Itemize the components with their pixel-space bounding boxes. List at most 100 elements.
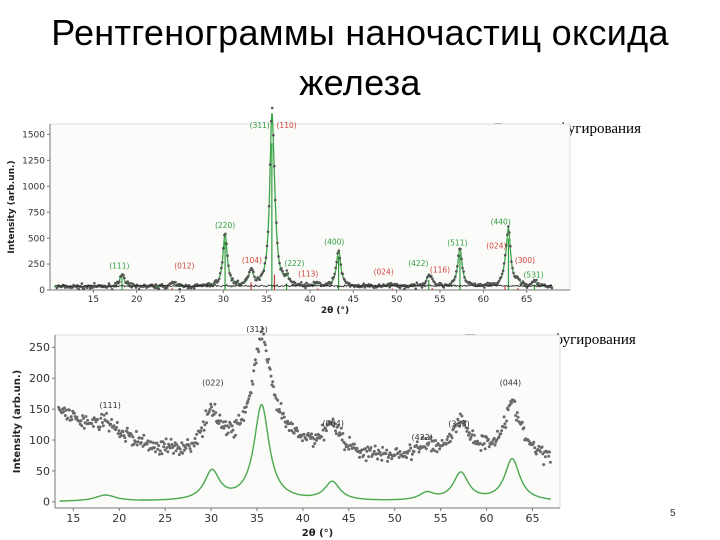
x-tick-label: 25	[158, 512, 172, 525]
peak-label: (311)	[246, 325, 268, 334]
data-point	[459, 247, 462, 251]
y-tick-label: 150	[29, 403, 50, 416]
data-point	[186, 438, 190, 442]
data-point	[116, 432, 120, 436]
data-point	[286, 419, 290, 423]
data-point	[339, 263, 343, 266]
x-tick-label: 55	[434, 512, 448, 525]
data-point	[107, 282, 111, 285]
data-point	[180, 441, 184, 445]
data-point	[481, 434, 485, 438]
data-point	[503, 422, 507, 426]
data-point	[533, 446, 537, 450]
data-point	[75, 415, 79, 419]
data-point	[301, 439, 304, 443]
data-point	[257, 350, 261, 354]
data-point	[115, 426, 118, 429]
data-point	[214, 411, 218, 415]
data-point	[82, 416, 85, 420]
data-point	[282, 415, 286, 419]
data-point	[515, 411, 519, 415]
data-point	[310, 432, 313, 436]
data-point	[334, 266, 338, 270]
data-point	[187, 444, 191, 448]
data-point	[263, 261, 267, 265]
x-tick-label: 35	[250, 512, 264, 525]
data-point	[470, 433, 474, 437]
data-point	[273, 394, 277, 397]
data-point	[516, 415, 520, 419]
data-point	[550, 286, 554, 290]
data-point	[320, 435, 323, 439]
data-point	[192, 286, 196, 290]
data-point	[412, 450, 416, 453]
data-point	[241, 410, 245, 413]
data-point	[415, 440, 419, 444]
data-point	[300, 281, 303, 284]
data-point	[172, 444, 176, 448]
data-point	[346, 445, 350, 448]
data-point	[207, 282, 211, 285]
x-tick-label: 20	[131, 295, 143, 305]
data-point	[124, 439, 128, 443]
data-point	[249, 391, 253, 395]
data-point	[217, 277, 221, 281]
data-point	[373, 444, 377, 448]
peak-label: (024)	[486, 242, 506, 251]
data-point	[409, 446, 413, 450]
x-tick-label: 30	[204, 512, 218, 525]
data-point	[268, 367, 272, 371]
data-point	[269, 374, 273, 378]
peak-label: (300)	[515, 256, 535, 265]
data-point	[222, 247, 225, 250]
data-point	[246, 399, 250, 403]
peak-label: (222)	[284, 259, 304, 268]
data-point	[456, 265, 459, 268]
data-point	[157, 444, 161, 448]
data-point	[312, 437, 316, 441]
data-point	[305, 438, 309, 442]
data-point	[134, 440, 137, 444]
data-point	[420, 286, 424, 289]
data-point	[469, 435, 473, 439]
peak-label: (110)	[277, 121, 297, 130]
data-point	[347, 447, 351, 451]
data-point	[407, 449, 411, 453]
data-point	[431, 277, 434, 281]
data-point	[96, 418, 99, 421]
data-point	[388, 285, 392, 289]
x-tick-label: 20	[112, 512, 126, 525]
data-point	[318, 281, 322, 285]
data-point	[506, 233, 509, 237]
data-point	[134, 430, 138, 433]
data-point	[253, 275, 256, 279]
data-point	[302, 432, 306, 436]
data-point	[97, 428, 101, 432]
data-point	[166, 450, 170, 454]
x-tick-label: 15	[88, 295, 99, 305]
data-point	[137, 288, 141, 291]
data-point	[524, 282, 528, 286]
data-point	[262, 332, 266, 336]
data-point	[211, 409, 215, 413]
data-point	[463, 420, 467, 424]
data-point	[149, 440, 153, 444]
data-point	[100, 412, 104, 416]
data-point	[304, 286, 307, 290]
data-point	[293, 281, 297, 285]
data-point	[393, 453, 397, 457]
data-point	[260, 337, 264, 341]
data-point	[234, 418, 238, 422]
data-point	[483, 447, 487, 451]
data-point	[152, 441, 156, 445]
data-point	[162, 442, 166, 446]
data-point	[322, 438, 326, 442]
data-point	[126, 431, 130, 435]
data-point	[423, 281, 427, 285]
data-point	[205, 421, 209, 425]
data-point	[334, 432, 338, 436]
data-point	[256, 347, 260, 351]
data-point	[224, 420, 228, 424]
data-point	[153, 286, 156, 290]
data-point	[226, 254, 229, 257]
